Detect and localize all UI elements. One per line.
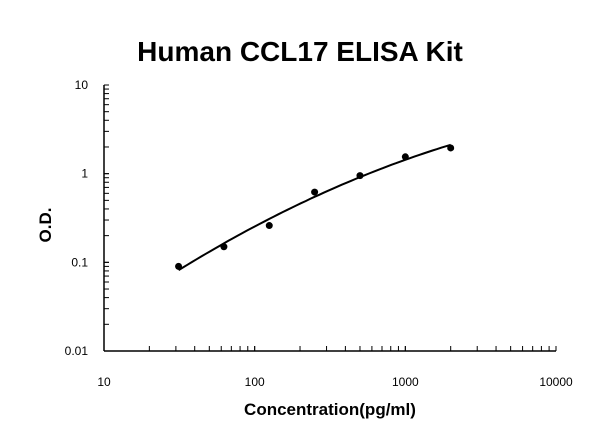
data-point (447, 144, 455, 152)
x-tick-label: 10000 (539, 375, 573, 389)
data-point (220, 243, 228, 251)
data-point (401, 153, 409, 161)
x-tick-label: 10 (97, 375, 111, 389)
data-point (175, 262, 183, 270)
data-point (311, 188, 319, 196)
x-tick-label: 100 (245, 375, 265, 389)
y-tick-label: 0.01 (65, 344, 89, 358)
y-tick-label: 0.1 (71, 255, 88, 269)
x-axis-title: Concentration(pg/ml) (244, 400, 416, 419)
data-point (356, 172, 364, 180)
chart-title: Human CCL17 ELISA Kit (137, 36, 463, 67)
y-tick-label: 10 (75, 78, 89, 92)
x-tick-label: 1000 (392, 375, 419, 389)
data-point (265, 222, 273, 230)
y-tick-label: 1 (81, 167, 88, 181)
fit-curve (178, 143, 451, 272)
